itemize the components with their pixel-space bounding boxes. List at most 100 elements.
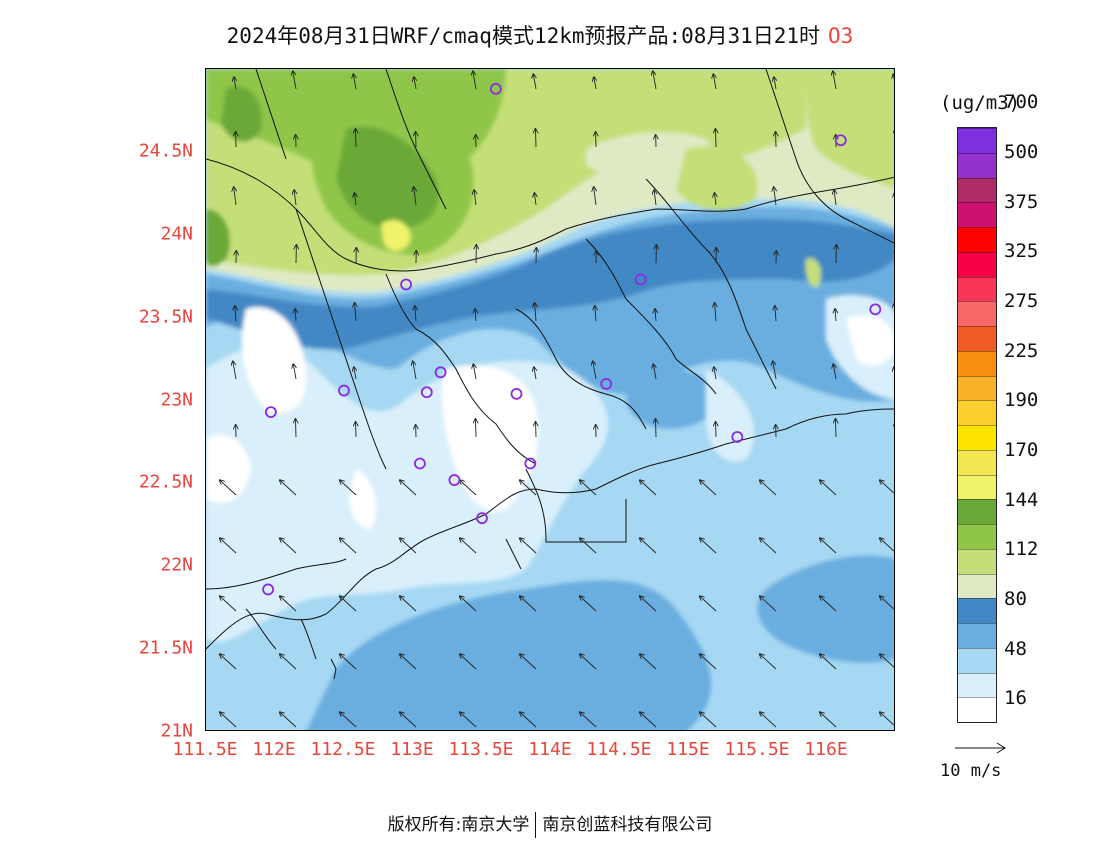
title-text: 2024年08月31日WRF/cmaq模式12km预报产品:08月31日21时 [226, 24, 821, 48]
wind-arrow [293, 71, 297, 90]
wind-arrow [340, 596, 357, 612]
wind-arrow [593, 361, 597, 380]
station-marker [524, 457, 537, 470]
wind-arrow [820, 480, 837, 496]
wind-arrow [220, 480, 237, 496]
wind-arrow [340, 654, 357, 670]
legend-color-cell [958, 449, 996, 475]
lon-tick-label: 116E [804, 739, 848, 760]
wind-arrow [640, 596, 657, 612]
map-title: 2024年08月31日WRF/cmaq模式12km预报产品:08月31日21时 O… [0, 20, 1080, 50]
legend-tick-label: 48 [1004, 637, 1027, 660]
legend-color-cell [958, 177, 996, 203]
concentration-field [206, 69, 895, 730]
wind-arrow [280, 480, 297, 496]
legend-color-cell [958, 672, 996, 698]
legend-tick-label: 80 [1004, 587, 1027, 610]
wind-arrow [713, 74, 716, 90]
station-marker [731, 431, 744, 443]
wind-reference-arrow [955, 742, 1006, 754]
legend-tick-label: 190 [1004, 389, 1039, 412]
wind-arrow [415, 306, 416, 322]
wind-arrow [220, 538, 237, 554]
wind-arrow [520, 654, 537, 670]
wind-arrow [535, 129, 536, 148]
legend-color-cell [958, 647, 996, 673]
wind-arrow [715, 129, 716, 148]
station-marker [510, 387, 523, 400]
wind-arrow [760, 654, 777, 670]
wind-arrow [655, 419, 656, 438]
legend-tick-label: 112 [1004, 538, 1039, 561]
lat-tick-label: 22N [160, 554, 193, 576]
forecast-map [205, 68, 895, 731]
legend-color-cell [958, 202, 996, 227]
wind-arrow [774, 77, 776, 90]
station-marker [476, 512, 488, 525]
lat-tick-label: 24.5N [138, 140, 193, 162]
wind-arrow [280, 654, 297, 670]
wind-arrow [580, 596, 597, 612]
wind-arrow [700, 712, 717, 728]
lon-tick-label: 112E [252, 739, 296, 760]
lat-tick-label: 21.5N [138, 637, 193, 659]
legend-tick-label: 144 [1004, 488, 1039, 511]
legend-color-cell [958, 152, 996, 178]
wind-arrow [355, 129, 356, 148]
wind-arrow [594, 77, 596, 90]
legend-color-cell [958, 227, 996, 252]
legend-color-cell [958, 301, 996, 326]
wind-arrow [354, 193, 356, 206]
wind-arrow [775, 306, 776, 322]
legend-tick-label: 225 [1004, 339, 1039, 362]
wind-arrow [700, 480, 717, 496]
legend-color-cell [958, 425, 996, 450]
wind-arrow [760, 480, 777, 496]
wind-arrow [234, 187, 236, 206]
wind-arrow [640, 712, 657, 728]
wind-arrow [474, 190, 476, 206]
lon-tick-label: 112.5E [310, 739, 376, 760]
station-marker [338, 384, 350, 397]
lon-tick-label: 111.5E [172, 739, 238, 760]
wind-arrow [835, 309, 836, 322]
wind-arrow [580, 654, 597, 670]
lon-tick-label: 115E [666, 739, 710, 760]
color-legend [957, 127, 997, 723]
station-markers [262, 82, 882, 596]
wind-arrow [280, 596, 297, 612]
wind-arrow [820, 538, 837, 554]
wind-arrow [894, 367, 895, 379]
wind-arrow [520, 538, 537, 554]
legend-color-cell [958, 375, 996, 401]
legend-tick-label: 700 [1004, 91, 1039, 114]
wind-arrow [460, 596, 477, 612]
station-marker [600, 378, 613, 390]
wind-arrow [833, 364, 836, 380]
station-marker [262, 583, 274, 596]
legend-color-cell [958, 623, 996, 648]
wind-arrow [220, 712, 237, 728]
wind-arrow [473, 364, 476, 380]
wind-arrow [413, 361, 417, 380]
wind-arrow [414, 187, 416, 206]
lon-tick-label: 113.5E [448, 739, 514, 760]
legend-color-cell [958, 499, 996, 524]
legend-color-cell [958, 251, 996, 277]
legend-tick-label: 375 [1004, 190, 1039, 213]
lat-tick-label: 24N [160, 223, 193, 245]
station-marker [869, 303, 882, 316]
legend-color-cell [958, 276, 996, 302]
wind-arrow [580, 712, 597, 728]
wind-arrow [820, 596, 837, 612]
wind-arrow [534, 193, 536, 206]
wind-arrow [460, 538, 477, 554]
wind-arrow [340, 480, 357, 496]
wind-arrow [400, 654, 417, 670]
lat-tick-label: 23.5N [138, 306, 193, 328]
legend-color-cell [958, 350, 996, 376]
wind-arrow [640, 538, 657, 554]
wind-arrow [700, 538, 717, 554]
wind-arrow [400, 538, 417, 554]
wind-arrow [760, 596, 777, 612]
